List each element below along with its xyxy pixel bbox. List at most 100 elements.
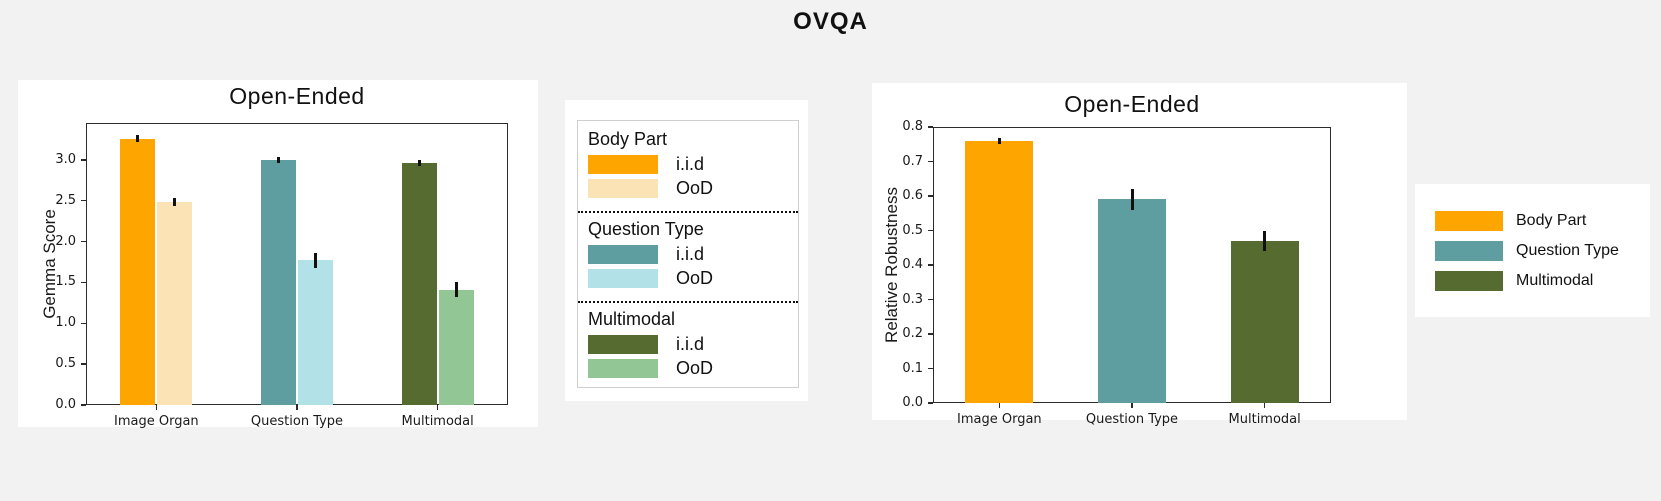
y-tick-mark [81, 199, 86, 202]
x-tick-mark [155, 405, 158, 410]
y-tick-mark [928, 402, 933, 404]
y-tick-label: 0.1 [902, 360, 923, 376]
y-tick-label: 0.5 [902, 222, 923, 238]
legend-swatch-body-part [1435, 210, 1503, 231]
y-tick-label: 2.0 [55, 233, 76, 249]
bar-multimodal-iid [401, 163, 437, 405]
legend-entry-label: OoD [676, 358, 714, 378]
legend-group-question-type: Question Type i.i.d OoD [588, 217, 798, 297]
x-tick-label: Image Organ [957, 412, 1042, 427]
legend-entry-label: i.i.d [676, 154, 705, 174]
legend-swatch-body-part-ood [588, 179, 658, 198]
legend-group-title: Question Type [588, 219, 704, 239]
legend-entry: OoD [588, 268, 798, 289]
legend-swatch-multimodal-iid [588, 335, 658, 354]
y-tick-label: 1.5 [55, 274, 76, 290]
chart-title: Open-Ended [1064, 91, 1200, 117]
detailed-legend-panel: Body Part i.i.d OoD Question Type i.i.d [565, 100, 808, 401]
bar-image-organ-OoD [157, 202, 193, 405]
legend-swatch-question-type-ood [588, 269, 658, 288]
figure-title: OVQA [793, 8, 868, 35]
y-axis-label: Gemma Score [40, 209, 59, 319]
bar-question-type [1098, 199, 1166, 403]
y-tick-label: 0.7 [902, 153, 923, 169]
x-tick-label: Question Type [250, 414, 344, 429]
y-tick-mark [81, 363, 86, 365]
error-bar-question-type-iid [277, 156, 280, 164]
y-tick-label: 0.4 [902, 257, 923, 272]
error-bar-question-type-OoD [314, 252, 317, 268]
y-tick-mark [928, 367, 933, 370]
legend-group-title: Body Part [588, 129, 668, 149]
y-tick-mark [81, 281, 86, 284]
bar-image-organ-iid [120, 138, 156, 405]
bar-question-type-iid [261, 159, 296, 405]
legend-group-body-part: Body Part i.i.d OoD [588, 127, 798, 207]
legend-group-multimodal: Multimodal i.i.d OoD [588, 307, 798, 387]
y-tick-label: 0.5 [55, 356, 76, 372]
legend-entry-label: Body Part [1516, 211, 1587, 229]
error-bar-multimodal-OoD [454, 282, 458, 298]
y-tick-label: 2.5 [55, 192, 76, 208]
y-tick-mark [81, 240, 86, 243]
x-tick-mark [1131, 403, 1133, 408]
legend-separator [578, 301, 798, 303]
legend-entry: i.i.d [588, 334, 798, 355]
y-tick-label: 0.6 [902, 188, 923, 203]
legend-entry: i.i.d [588, 154, 798, 175]
legend-entry-label: i.i.d [676, 334, 705, 354]
error-bar-image-organ-OoD [173, 198, 177, 207]
legend-entry: OoD [588, 178, 798, 199]
x-tick-label: Question Type [1085, 412, 1179, 427]
bar-question-type-OoD [298, 260, 333, 405]
simple-legend-panel: Body Part Question Type Multimodal [1415, 184, 1650, 317]
y-tick-mark [928, 298, 933, 301]
y-tick-mark [928, 333, 933, 335]
chart-title: Open-Ended [229, 83, 365, 109]
y-tick-mark [928, 195, 933, 197]
legend-entry: Body Part [1435, 210, 1650, 231]
bar-multimodal-OoD [438, 289, 474, 405]
legend-entry-label: OoD [676, 268, 714, 288]
x-tick-mark [1263, 403, 1266, 408]
legend-entry: Question Type [1435, 240, 1650, 261]
legend-entry: OoD [588, 358, 798, 379]
legend-swatch-question-type-iid [588, 245, 658, 264]
y-tick-label: 1.0 [55, 315, 76, 331]
legend-swatch-multimodal [1435, 270, 1503, 291]
legend-entry: i.i.d [588, 244, 798, 265]
y-tick-mark [81, 322, 86, 324]
y-tick-label: 0.0 [55, 397, 76, 412]
legend-entry-label: Question Type [1516, 241, 1619, 259]
x-tick-mark [998, 403, 1001, 408]
x-tick-mark [296, 405, 298, 410]
y-tick-label: 0.8 [902, 119, 923, 134]
y-tick-label: 3.0 [55, 151, 76, 167]
legend-swatch-multimodal-ood [588, 359, 658, 378]
legend-separator [578, 211, 798, 213]
x-tick-label: Image Organ [114, 414, 199, 429]
legend-entry-label: Multimodal [1516, 271, 1594, 289]
y-tick-mark [928, 229, 933, 232]
y-tick-mark [928, 126, 933, 128]
y-tick-mark [81, 404, 86, 406]
bar-image-organ [965, 140, 1034, 403]
axes-frame [86, 123, 508, 405]
legend-swatch-body-part-iid [588, 155, 658, 174]
legend-entry-label: i.i.d [676, 244, 705, 264]
error-bar-multimodal-iid [417, 159, 421, 167]
y-tick-mark [928, 160, 933, 163]
y-tick-label: 0.0 [902, 395, 923, 410]
x-tick-label: Multimodal [1228, 412, 1301, 427]
legend-entry-label: OoD [676, 178, 714, 198]
error-bar-image-organ [997, 138, 1001, 144]
bar-multimodal [1230, 240, 1299, 403]
legend-swatch-question-type [1435, 240, 1503, 261]
y-tick-label: 0.3 [902, 291, 923, 307]
left-chart-panel: Open-Ended Gemma Score 0.0 0.5 1.0 1.5 2.0 2.5 3… [18, 80, 538, 429]
error-bar-multimodal [1263, 230, 1267, 252]
error-bar-image-organ-iid [136, 135, 140, 142]
y-tick-mark [928, 264, 933, 266]
legend-group-title: Multimodal [588, 309, 676, 329]
